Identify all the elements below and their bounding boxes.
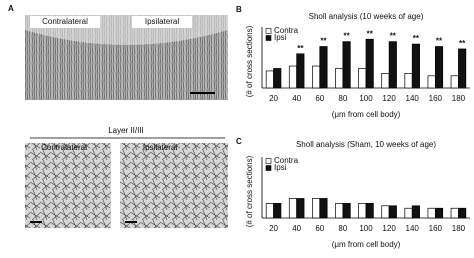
- bar: [296, 53, 305, 89]
- significance-label: **: [413, 34, 420, 43]
- bar: [265, 203, 274, 219]
- x-tick-label: 140: [406, 94, 420, 103]
- bar: [450, 75, 459, 89]
- x-axis-label: (μm from cell body): [332, 110, 401, 119]
- x-tick-label: 80: [338, 224, 347, 233]
- x-tick-label: 100: [359, 94, 373, 103]
- bar: [296, 198, 305, 219]
- significance-label: **: [459, 39, 466, 48]
- x-tick-label: 160: [429, 94, 443, 103]
- bar: [411, 43, 420, 89]
- legend-swatch: [265, 158, 272, 164]
- image-label: Contralateral: [42, 17, 88, 26]
- bar: [358, 68, 367, 89]
- x-tick-label: 20: [269, 224, 278, 233]
- bar: [288, 198, 298, 219]
- bar: [388, 205, 397, 219]
- bar: [312, 198, 321, 219]
- bar: [273, 68, 282, 89]
- y-axis-label: (# of cross sections): [245, 155, 254, 227]
- bar: [388, 41, 397, 89]
- significance-label: **: [320, 37, 327, 46]
- significance-label: **: [390, 32, 397, 41]
- legend-label: Contra: [274, 156, 299, 165]
- x-tick-label: 20: [269, 94, 278, 103]
- bar: [319, 46, 328, 89]
- x-tick-label: 180: [452, 224, 466, 233]
- x-tick-label: 180: [452, 94, 466, 103]
- x-tick-label: 120: [382, 224, 396, 233]
- x-tick-label: 60: [315, 224, 324, 233]
- x-tick-label: 60: [315, 94, 324, 103]
- x-tick-label: 80: [338, 94, 347, 103]
- legend-label: Contra: [274, 26, 299, 35]
- x-tick-label: 40: [292, 224, 301, 233]
- legend-swatch: [265, 28, 272, 34]
- y-axis-label: (# of cross sections): [245, 25, 254, 97]
- bar: [458, 207, 467, 219]
- legend-label: Ipsi: [274, 163, 287, 172]
- bar: [265, 70, 274, 89]
- significance-label: **: [436, 37, 443, 46]
- bar: [365, 203, 374, 219]
- chart-title: Sholl analysis (Sham, 10 weeks of age): [296, 140, 436, 149]
- x-tick-label: 160: [429, 224, 443, 233]
- significance-label: **: [367, 29, 374, 38]
- bar: [342, 203, 351, 219]
- label-box: [30, 16, 100, 28]
- bar: [342, 41, 351, 89]
- bar: [404, 73, 413, 89]
- bar: [434, 207, 444, 219]
- bar: [404, 207, 413, 219]
- x-axis-label: (μm from cell body): [332, 240, 401, 249]
- micrograph: [120, 143, 228, 228]
- bar: [273, 203, 282, 219]
- chart-title: Sholl analysis (10 weeks of age): [309, 12, 424, 21]
- bar: [427, 75, 436, 89]
- image-label: Contralateral: [41, 143, 87, 152]
- bar: [365, 38, 374, 89]
- image-label: Ipsilateral: [145, 17, 179, 26]
- section-label: Layer II/III: [108, 126, 144, 135]
- bar: [358, 203, 367, 219]
- legend-swatch: [265, 35, 272, 41]
- bar: [450, 207, 459, 219]
- legend-label: Ipsi: [274, 33, 287, 42]
- bar: [381, 73, 390, 89]
- image-label: Ipsilateral: [143, 143, 177, 152]
- x-tick-label: 100: [359, 224, 373, 233]
- significance-label: **: [343, 32, 350, 41]
- bar: [335, 68, 344, 89]
- bar: [411, 205, 420, 219]
- bar: [319, 198, 328, 219]
- panel-label: C: [236, 137, 242, 146]
- significance-label: **: [297, 44, 304, 53]
- x-tick-label: 140: [406, 224, 420, 233]
- label-box: [132, 16, 192, 28]
- micrograph: [25, 143, 111, 228]
- bar: [312, 65, 321, 89]
- legend-swatch: [265, 165, 272, 171]
- bar: [427, 207, 436, 219]
- bar: [288, 65, 298, 89]
- x-tick-label: 40: [292, 94, 301, 103]
- panel-label: A: [8, 4, 14, 13]
- panel-label: B: [236, 5, 242, 14]
- bar: [335, 203, 344, 219]
- bar: [381, 205, 390, 219]
- x-tick-label: 120: [382, 94, 396, 103]
- bar: [434, 46, 444, 89]
- bar: [458, 48, 467, 89]
